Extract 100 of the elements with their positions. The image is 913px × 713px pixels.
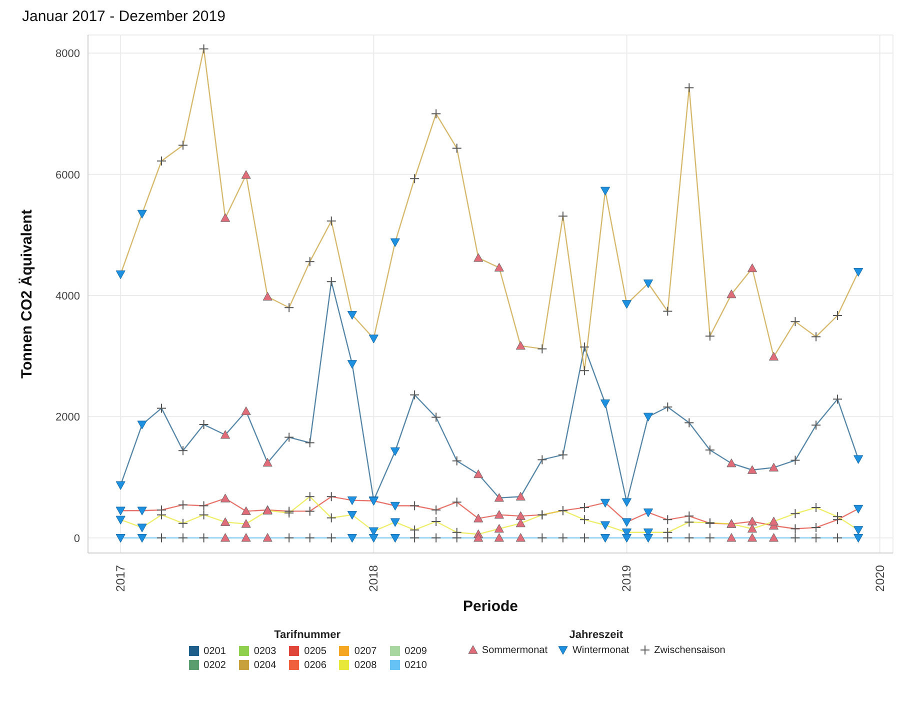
legend-label: Wintermonat: [572, 644, 630, 656]
point: [474, 253, 484, 262]
x-axis-title: Periode: [462, 598, 518, 615]
point: [474, 514, 484, 522]
point: [747, 264, 757, 272]
point: [622, 518, 632, 527]
point: [494, 493, 504, 502]
legend-label: 0208: [354, 660, 377, 670]
point: [241, 533, 251, 542]
point: [854, 526, 864, 535]
point: [516, 511, 526, 520]
y-tick-label: 6000: [56, 169, 80, 182]
point: [747, 524, 757, 533]
y-tick-label: 4000: [56, 290, 80, 302]
point: [262, 458, 272, 467]
legend-label: 0201: [204, 646, 226, 656]
point: [390, 447, 400, 456]
point: [474, 469, 484, 478]
point: [474, 533, 484, 542]
legend-label: Zwischensaison: [654, 644, 726, 656]
point: [347, 510, 357, 520]
point: [347, 496, 357, 506]
legend-label: 0206: [304, 660, 326, 670]
point: [241, 519, 251, 528]
point: [768, 462, 778, 472]
point: [220, 213, 230, 222]
point: [137, 524, 147, 532]
point: [643, 412, 653, 422]
point: [241, 406, 251, 416]
text: Jahreszeit: [569, 629, 624, 641]
point: [494, 262, 504, 272]
point: [747, 465, 757, 474]
legend-label: 0205: [304, 646, 326, 656]
point: [494, 510, 504, 519]
x-tick-label: 2017: [114, 564, 128, 592]
y-tick-label: 0: [74, 532, 80, 545]
point: [116, 506, 126, 516]
point: [368, 534, 378, 543]
point: [116, 481, 126, 490]
point: [600, 498, 610, 508]
legend-label: 0203: [254, 646, 276, 656]
point: [516, 518, 526, 528]
point: [600, 186, 610, 196]
point: [726, 290, 736, 298]
point: [137, 534, 147, 543]
point: [368, 334, 378, 344]
point: [220, 430, 230, 439]
legend-label: 0204: [254, 660, 276, 670]
point: [854, 504, 864, 514]
point: [726, 533, 736, 542]
point: [854, 534, 864, 543]
point: [516, 492, 526, 501]
point: [116, 516, 126, 524]
y-tick-label: 8000: [56, 48, 80, 60]
point: [494, 533, 504, 542]
point: [262, 533, 272, 542]
point: [347, 534, 357, 543]
point: [390, 518, 400, 527]
y-axis-title: Tonnen CO2 Äquivalent: [18, 210, 36, 378]
point: [643, 534, 653, 543]
point: [241, 506, 251, 516]
point: [390, 534, 400, 543]
legend-label: 0210: [404, 660, 427, 670]
point: [768, 533, 778, 542]
point: [494, 524, 504, 533]
point: [516, 341, 526, 350]
point: [726, 458, 736, 468]
point: [347, 360, 357, 369]
legend-label: 0209: [404, 646, 427, 656]
point: [347, 311, 357, 320]
point: [390, 238, 400, 247]
legend-label: 0207: [354, 646, 377, 656]
point: [854, 455, 864, 464]
point: [854, 268, 864, 277]
legend-label: 0202: [204, 660, 226, 670]
point: [600, 400, 610, 408]
point: [516, 533, 526, 542]
chart-title: Januar 2017 - Dezember 2019: [22, 8, 226, 25]
point: [220, 533, 230, 542]
text: Tarifnummer: [274, 629, 340, 641]
point: [622, 534, 632, 543]
point: [220, 494, 230, 502]
point: [600, 521, 610, 530]
x-tick-label: 2019: [620, 564, 634, 592]
point: [600, 534, 610, 543]
point: [137, 506, 147, 516]
point: [390, 502, 400, 510]
point: [220, 517, 230, 526]
point: [622, 498, 632, 507]
point: [768, 516, 778, 526]
point: [768, 352, 778, 361]
point: [643, 280, 653, 288]
legend-label: Sommermonat: [482, 644, 548, 656]
point: [116, 270, 126, 280]
point: [137, 420, 147, 430]
point: [747, 533, 757, 542]
point: [241, 170, 251, 179]
point: [262, 292, 272, 301]
point: [747, 516, 757, 526]
point: [116, 534, 126, 543]
